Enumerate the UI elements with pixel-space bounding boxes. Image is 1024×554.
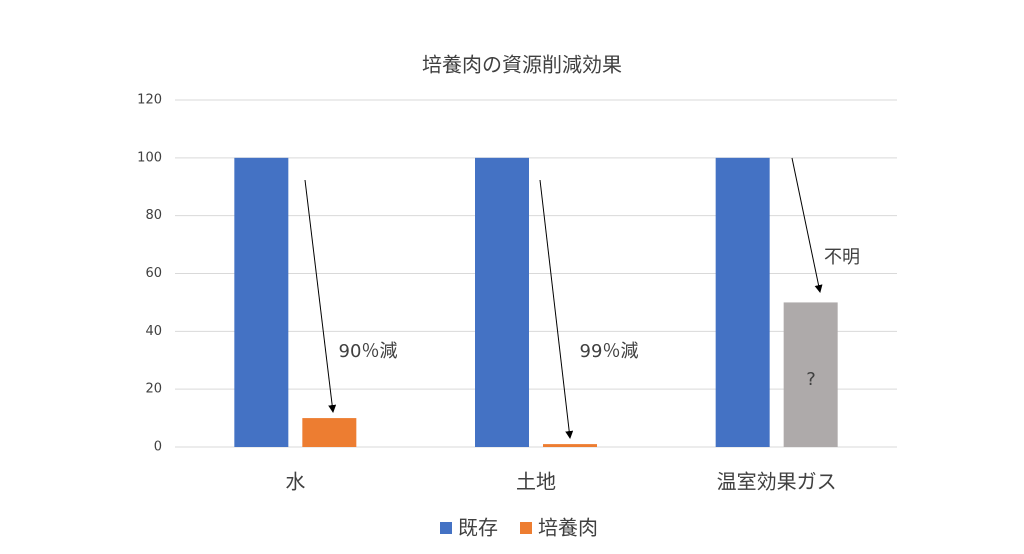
x-tick-label: 水 (285, 470, 305, 494)
x-tick-label: 温室効果ガス (717, 470, 837, 494)
y-tick-label: 120 (137, 93, 162, 108)
annotation: ? (806, 369, 816, 390)
y-tick-label: 60 (145, 266, 162, 281)
bar (783, 302, 838, 447)
annotation: 90％減 (339, 341, 398, 362)
annotation: 99％減 (580, 341, 639, 362)
y-tick-label: 0 (154, 440, 162, 455)
bar (715, 157, 770, 448)
y-tick-label: 80 (145, 208, 162, 223)
legend-label: 既存 (458, 516, 498, 540)
legend-swatch (520, 522, 532, 534)
x-tick-label: 土地 (516, 470, 556, 494)
bar (234, 157, 289, 448)
y-tick-label: 40 (145, 324, 162, 339)
y-tick-label: 100 (137, 150, 162, 165)
arrow (304, 179, 337, 413)
arrow (539, 179, 574, 439)
bar (302, 418, 357, 447)
arrow (791, 157, 823, 293)
bar (543, 444, 597, 447)
annotation: 不明 (824, 247, 860, 268)
legend-swatch (440, 522, 452, 534)
legend-label: 培養肉 (538, 516, 598, 540)
y-tick-label: 20 (145, 382, 162, 397)
chart-title: 培養肉の資源削減効果 (422, 53, 622, 77)
bar (475, 157, 529, 448)
